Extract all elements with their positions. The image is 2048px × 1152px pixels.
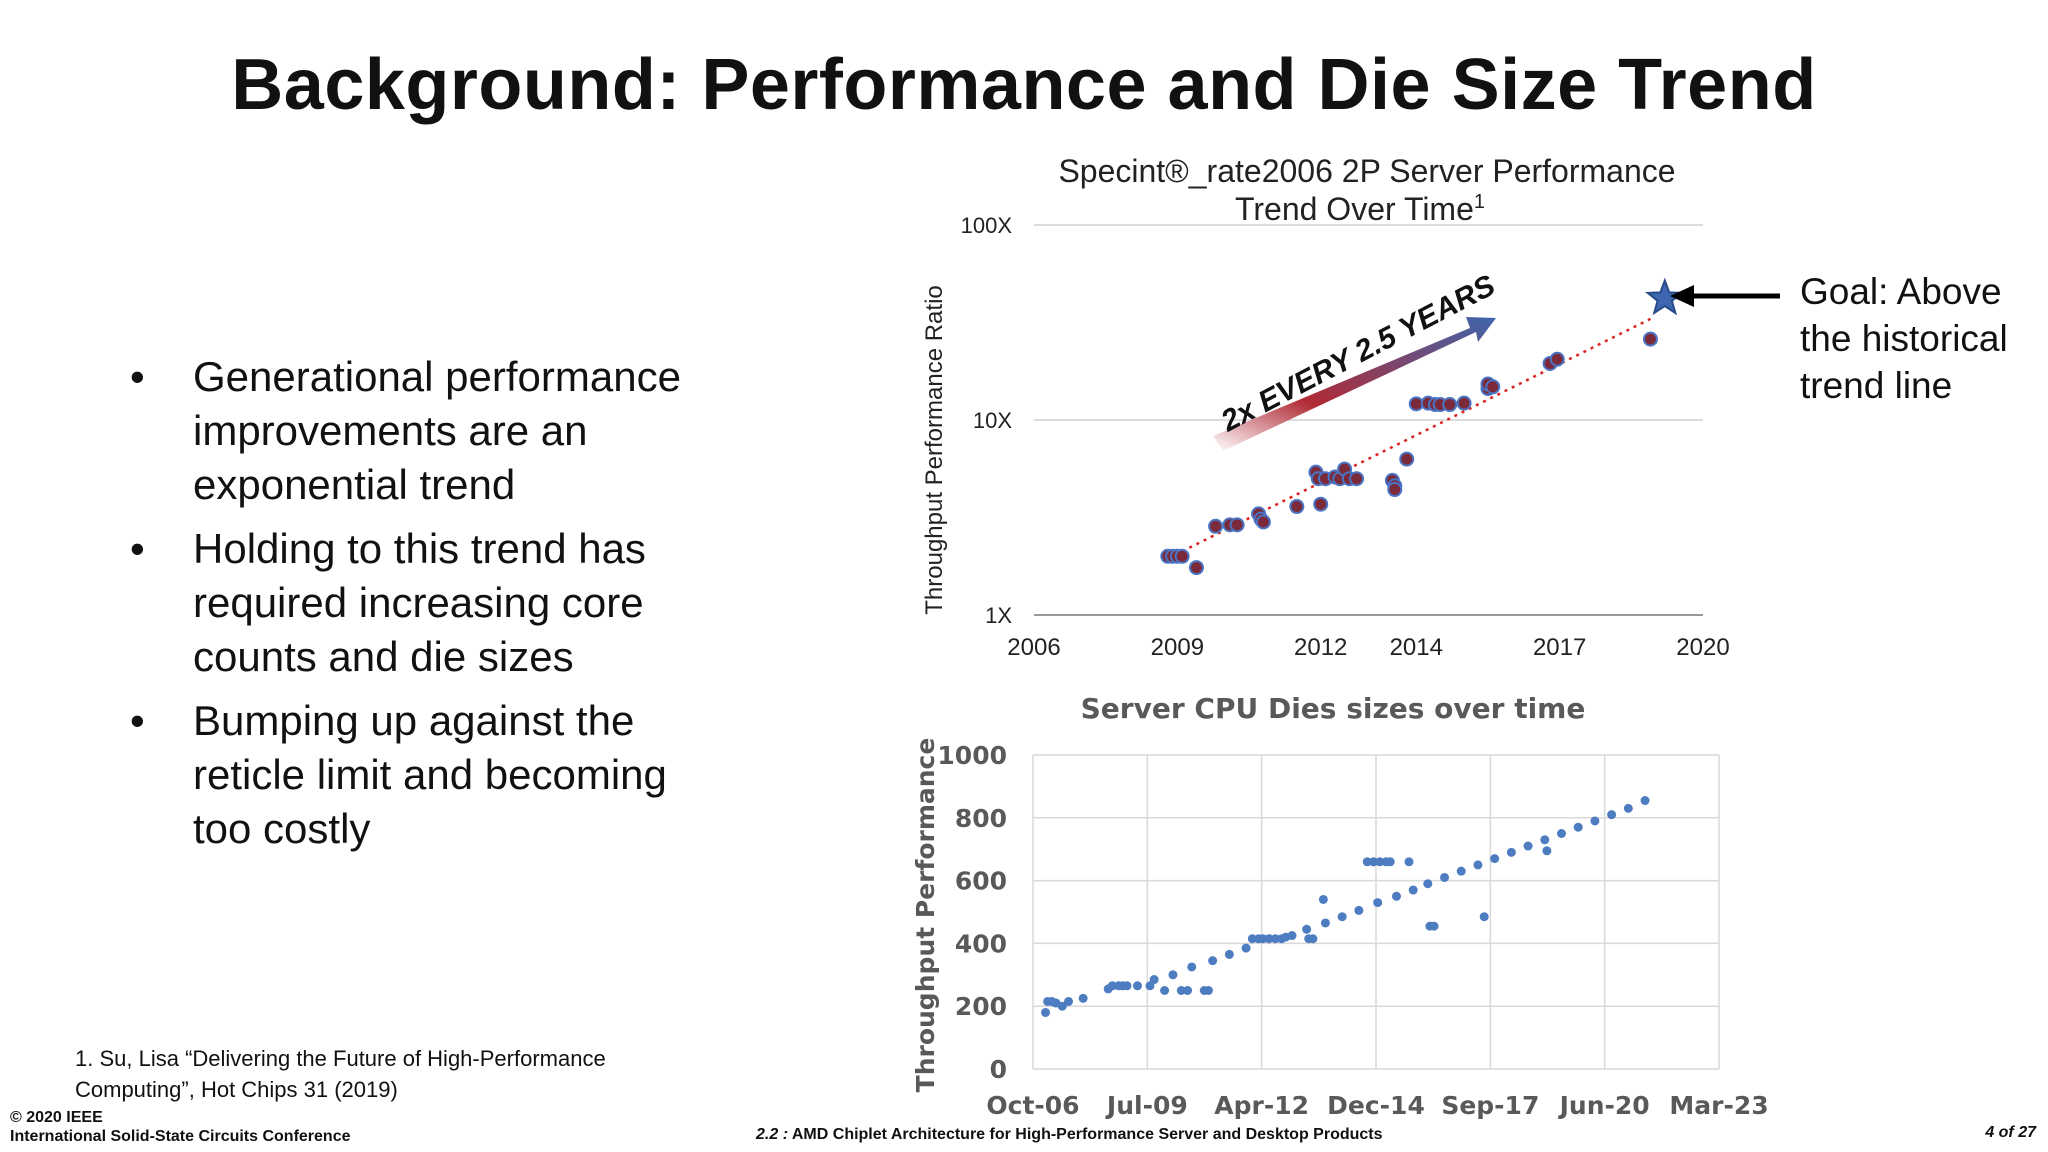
trend-annotation: 2x EVERY 2.5 YEARS [1215, 269, 1500, 439]
chart1-data-point [1255, 514, 1271, 530]
chart1-x-tick-label: 2017 [1533, 634, 1586, 661]
chart1-title-line2: Trend Over Time1 [1235, 191, 1485, 227]
chart1-gridlines [1034, 224, 1703, 616]
bullet-item: • Generational performance improvements a… [130, 350, 730, 512]
chart1-data-point [1456, 395, 1472, 411]
footer-session: 2.2 : AMD Chiplet Architecture for High-… [756, 1126, 1383, 1144]
chart1-data-point [1399, 451, 1415, 467]
chart1-y-tick-label: 100X [961, 213, 1013, 238]
chart1-x-ticks: 2006 2009 2012 2014 2017 2020 [1007, 634, 1729, 661]
chart1-title-line1: Specint®_rate2006 2P Server Performance [1058, 153, 1675, 189]
bullet-item: • Bumping up against the reticle limit an… [130, 694, 730, 856]
bullet-text: Bumping up against the reticle limit and… [193, 697, 667, 852]
chart1-y-tick-label: 10X [973, 408, 1012, 433]
chart1-points [1160, 331, 1658, 576]
chart1-y-tick-label: 1X [985, 603, 1012, 628]
chart1-x-tick-label: 2014 [1390, 634, 1443, 661]
chart1-data-point [1349, 471, 1365, 487]
session-number: 2.2 : [756, 1126, 789, 1143]
goal-arrow-icon [1670, 285, 1780, 307]
bullet-marker: • [130, 697, 145, 744]
bullet-marker: • [130, 353, 145, 400]
bullet-marker: • [130, 525, 145, 572]
footnote: 1. Su, Lisa “Delivering the Future of Hi… [75, 1046, 606, 1102]
trend-arrow-shape [1213, 317, 1496, 451]
chart1-data-point [1485, 379, 1501, 395]
goal-label: Goal: Above the historical trend line [1800, 271, 2008, 406]
chart1-data-point [1208, 518, 1224, 534]
bullet-list: • Generational performance improvements a… [130, 350, 730, 866]
page-number: 4 of 27 [1985, 1124, 2036, 1141]
chart1-data-point [1289, 499, 1305, 515]
chart1-data-point [1549, 351, 1565, 367]
chart1-x-tick-label: 2020 [1676, 634, 1729, 661]
bullet-text: Generational performance improvements ar… [193, 353, 681, 508]
chart1-y-ticks: 1X 10X 100X [961, 213, 1013, 628]
chart1-y-axis-label: Throughput Performance Ratio [921, 285, 948, 615]
copyright: © 2020 IEEE International Solid-State Ci… [10, 1108, 351, 1146]
chart1-x-tick-label: 2006 [1007, 634, 1060, 661]
bullet-item: • Holding to this trend has required incr… [130, 522, 730, 684]
chart1-x-tick-label: 2009 [1151, 634, 1204, 661]
chart1-data-point [1174, 548, 1190, 564]
chart1-title-text: Trend Over Time [1235, 191, 1474, 227]
chart1-data-point [1188, 560, 1204, 576]
chart1-data-point [1642, 331, 1658, 347]
chart1-data-point [1442, 397, 1458, 413]
chart1-x-tick-label: 2012 [1294, 634, 1347, 661]
slide-title: Background: Performance and Die Size Tre… [231, 45, 1817, 125]
chart1-data-point [1229, 517, 1245, 533]
bullet-text: Holding to this trend has required incre… [193, 525, 646, 680]
copyright-line: © 2020 IEEE [10, 1109, 103, 1126]
conference-name: International Solid-State Circuits Confe… [10, 1128, 351, 1145]
trend-line [1167, 317, 1651, 560]
chart1-title-superscript: 1 [1474, 191, 1485, 213]
chart1-data-point [1387, 482, 1403, 498]
chart1-data-point [1313, 496, 1329, 512]
session-title: AMD Chiplet Architecture for High-Perfor… [791, 1126, 1383, 1143]
